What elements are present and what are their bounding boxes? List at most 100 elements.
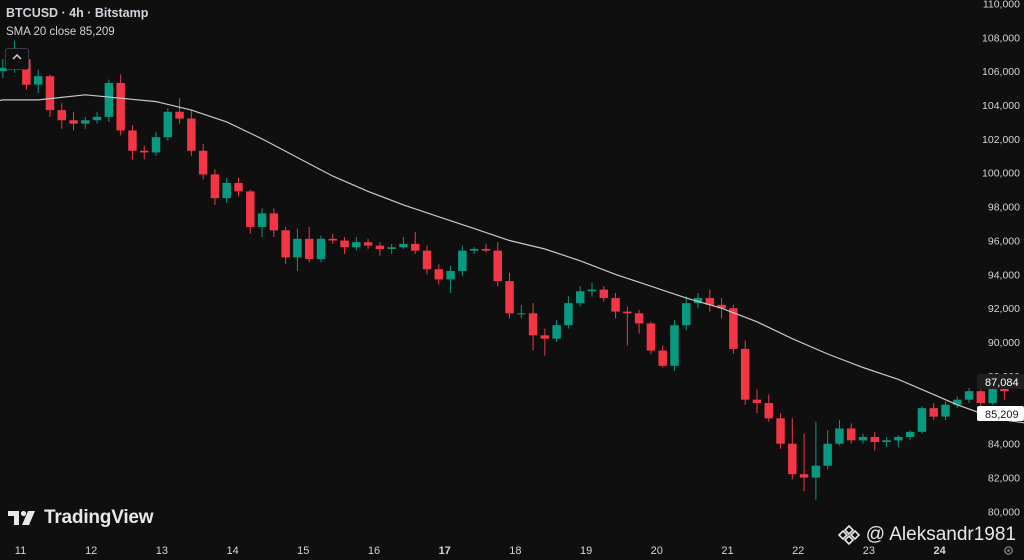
candle-body[interactable] (328, 238, 338, 241)
candle-body[interactable] (823, 443, 832, 466)
candle-body[interactable] (363, 242, 373, 246)
chart-legend: BTCUSD · 4h · Bitstamp SMA 20 close 85,2… (6, 4, 148, 42)
candle-body[interactable] (0, 67, 8, 72)
price-tags: 87,084 85,209 (977, 374, 1024, 421)
candle-body[interactable] (128, 130, 137, 151)
candle-body[interactable] (953, 399, 962, 405)
candle-body[interactable] (846, 428, 856, 441)
candle-body[interactable] (894, 436, 903, 441)
candle-body[interactable] (22, 59, 31, 85)
candle-body[interactable] (316, 238, 326, 260)
candle-body[interactable] (623, 311, 632, 314)
candle-body[interactable] (552, 325, 561, 339)
candle-body[interactable] (905, 431, 915, 437)
candle-body[interactable] (92, 116, 102, 121)
candle-body[interactable] (564, 303, 573, 326)
symbol-title[interactable]: BTCUSD · 4h · Bitstamp (6, 6, 149, 20)
candle-body[interactable] (776, 418, 785, 444)
candle-body[interactable] (670, 325, 679, 366)
candle-body[interactable] (976, 391, 986, 404)
candle-body[interactable] (882, 440, 891, 443)
indicator-legend[interactable]: SMA 20 close 85,209 (6, 26, 115, 38)
tradingview-logo[interactable]: TradingView (8, 507, 154, 529)
price-tick-label: 106,000 (982, 66, 1020, 78)
candle-body[interactable] (234, 182, 243, 192)
candle-body[interactable] (422, 250, 432, 270)
candle-body[interactable] (599, 289, 609, 299)
candle-body[interactable] (375, 245, 385, 249)
time-tick-label: 14 (226, 545, 238, 557)
candle-body[interactable] (811, 465, 821, 478)
candle-body[interactable] (410, 243, 420, 251)
candle-body[interactable] (399, 243, 408, 248)
candle-body[interactable] (752, 399, 762, 404)
candle-body[interactable] (269, 213, 279, 231)
candle-body[interactable] (493, 250, 502, 282)
candle-body[interactable] (175, 111, 184, 119)
candle-body[interactable] (210, 174, 220, 199)
candle-body[interactable] (340, 240, 349, 248)
candle-body[interactable] (870, 436, 880, 443)
candle-body[interactable] (517, 313, 526, 315)
candle-body[interactable] (246, 191, 255, 227)
candle-body[interactable] (858, 436, 868, 441)
candle-body[interactable] (352, 242, 361, 248)
candle-body[interactable] (257, 213, 267, 227)
candle-body[interactable] (682, 303, 691, 326)
candle-body[interactable] (988, 387, 997, 404)
candle-body[interactable] (446, 270, 455, 280)
candle-body[interactable] (764, 403, 773, 419)
candle-body[interactable] (69, 120, 78, 124)
candle-body[interactable] (587, 289, 597, 292)
candle-body[interactable] (387, 247, 396, 249)
candle-body[interactable] (481, 248, 491, 251)
candle-body[interactable] (198, 150, 208, 175)
candle-body[interactable] (575, 291, 585, 304)
candle-body[interactable] (104, 82, 114, 117)
candle-body[interactable] (222, 182, 231, 199)
candle-body[interactable] (941, 404, 950, 417)
price-tick-label: 104,000 (982, 100, 1020, 112)
binance-logo-icon (837, 524, 860, 546)
gear-icon[interactable] (1003, 545, 1014, 559)
candle-body[interactable] (81, 120, 90, 124)
candle-body[interactable] (469, 248, 479, 251)
price-tick-label: 84,000 (988, 439, 1020, 451)
candle-body[interactable] (293, 238, 302, 258)
candle-body[interactable] (434, 269, 444, 280)
watermark-text: @ Aleksandr1981 (865, 524, 1016, 545)
candle-body[interactable] (1000, 387, 1009, 392)
price-axis: 80,00082,00084,00086,00088,00090,00092,0… (982, 0, 1020, 518)
candle-body[interactable] (929, 408, 938, 417)
candle-body[interactable] (187, 118, 196, 151)
candle-body[interactable] (528, 313, 538, 336)
candle-body[interactable] (57, 110, 66, 121)
candle-body[interactable] (964, 391, 974, 400)
candle-body[interactable] (705, 298, 715, 305)
candle-body[interactable] (717, 304, 726, 309)
candle-body[interactable] (139, 150, 149, 153)
candle-body[interactable] (788, 443, 797, 475)
candle-body[interactable] (505, 281, 514, 314)
candle-body[interactable] (646, 323, 656, 351)
candle-body[interactable] (835, 428, 844, 444)
candle-body[interactable] (693, 298, 703, 304)
candle-body[interactable] (540, 335, 550, 339)
candle-body[interactable] (634, 313, 644, 324)
candle-body[interactable] (163, 111, 173, 138)
candle-body[interactable] (45, 76, 55, 111)
candle-body[interactable] (151, 137, 161, 153)
candle-body[interactable] (116, 82, 125, 131)
candle-body[interactable] (729, 308, 738, 349)
candle-body[interactable] (917, 408, 927, 432)
candle-body[interactable] (458, 250, 467, 271)
candle-body[interactable] (799, 474, 809, 478)
candle-body[interactable] (611, 298, 620, 312)
candle-body[interactable] (658, 350, 667, 366)
candle-body[interactable] (281, 230, 290, 258)
chevron-up-icon[interactable] (5, 48, 29, 70)
candle-body[interactable] (33, 76, 43, 85)
candle-body[interactable] (304, 238, 314, 260)
candle-body[interactable] (740, 348, 750, 400)
